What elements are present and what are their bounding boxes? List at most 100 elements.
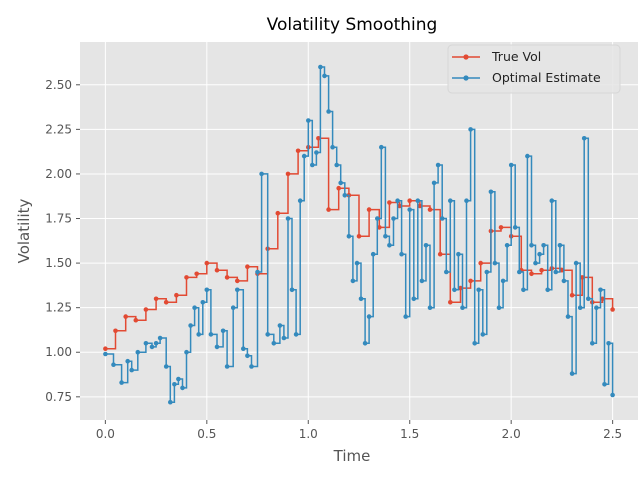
y-tick-label: 1.00 [45, 345, 72, 359]
data-point-optimal-estimate [525, 153, 530, 159]
data-point-optimal-estimate [224, 364, 230, 369]
x-tick-label: 0.5 [197, 427, 216, 441]
y-tick-label: 1.50 [45, 256, 72, 270]
data-point-true-vol [417, 203, 423, 209]
data-point-optimal-estimate [306, 118, 311, 123]
data-point-true-vol [600, 296, 605, 302]
data-point-optimal-estimate [184, 349, 189, 355]
data-point-optimal-estimate [533, 260, 538, 266]
data-point-true-vol [377, 225, 382, 230]
y-tick-label: 1.25 [45, 301, 72, 315]
data-point-optimal-estimate [172, 382, 177, 387]
data-point-optimal-estimate [350, 278, 356, 284]
data-point-optimal-estimate [484, 269, 490, 275]
data-point-optimal-estimate [259, 171, 264, 177]
data-point-optimal-estimate [521, 287, 526, 293]
data-point-optimal-estimate [157, 335, 163, 341]
data-point-optimal-estimate [439, 216, 445, 221]
data-point-true-vol [559, 267, 565, 273]
data-point-optimal-estimate [476, 287, 482, 293]
data-point-optimal-estimate [395, 198, 400, 203]
data-point-optimal-estimate [103, 351, 108, 357]
data-point-optimal-estimate [435, 162, 441, 168]
data-point-true-vol [133, 317, 139, 323]
data-point-optimal-estimate [301, 153, 307, 159]
data-point-optimal-estimate [338, 180, 344, 186]
data-point-optimal-estimate [545, 287, 550, 293]
data-point-optimal-estimate [594, 305, 599, 311]
x-axis-ticks: 0.0 0.5 1.0 1.5 2.0 2.5 [96, 420, 622, 441]
data-point-optimal-estimate [606, 341, 611, 346]
data-point-optimal-estimate [407, 207, 413, 212]
data-point-optimal-estimate [383, 234, 388, 239]
data-point-optimal-estimate [230, 305, 236, 311]
y-tick-label: 2.00 [45, 167, 72, 181]
x-tick-label: 1.5 [400, 427, 419, 441]
data-point-optimal-estimate [289, 287, 295, 293]
data-point-optimal-estimate [415, 198, 421, 203]
y-tick-label: 2.50 [45, 78, 72, 92]
data-point-optimal-estimate [456, 251, 461, 257]
data-point-optimal-estimate [468, 127, 473, 132]
data-point-true-vol [539, 267, 544, 273]
data-point-optimal-estimate [375, 216, 380, 221]
x-tick-label: 1.0 [299, 427, 318, 441]
data-point-optimal-estimate [362, 341, 368, 346]
data-point-true-vol [579, 275, 585, 280]
data-point-optimal-estimate [125, 358, 130, 364]
data-point-optimal-estimate [318, 64, 323, 70]
data-point-true-vol [326, 207, 331, 212]
data-point-true-vol [153, 296, 159, 302]
series-optimal-estimate [103, 64, 615, 405]
data-point-optimal-estimate [196, 332, 201, 337]
data-point-optimal-estimate [557, 243, 563, 248]
data-point-optimal-estimate [565, 314, 571, 319]
data-point-optimal-estimate [255, 269, 260, 275]
data-point-optimal-estimate [610, 392, 615, 398]
data-point-optimal-estimate [241, 346, 246, 352]
data-point-true-vol [245, 264, 250, 270]
data-point-optimal-estimate [581, 136, 587, 141]
data-point-true-vol [448, 300, 453, 305]
data-point-true-vol [610, 307, 615, 312]
data-point-optimal-estimate [452, 287, 457, 293]
data-point-optimal-estimate [387, 243, 392, 248]
chart-title: Volatility Smoothing [267, 15, 438, 35]
data-point-optimal-estimate [569, 371, 575, 376]
data-point-optimal-estimate [500, 278, 506, 284]
data-point-optimal-estimate [391, 216, 396, 221]
data-point-optimal-estimate [464, 198, 469, 203]
data-point-true-vol [103, 346, 108, 352]
data-point-optimal-estimate [590, 341, 595, 346]
data-point-optimal-estimate [573, 260, 579, 266]
data-point-optimal-estimate [537, 251, 542, 257]
data-point-true-vol [214, 267, 220, 273]
data-point-optimal-estimate [135, 349, 141, 355]
data-point-optimal-estimate [598, 287, 603, 293]
data-point-optimal-estimate [310, 162, 315, 168]
data-point-optimal-estimate [293, 332, 299, 337]
data-point-optimal-estimate [602, 382, 607, 387]
data-point-optimal-estimate [330, 144, 335, 150]
data-point-true-vol [569, 292, 575, 298]
y-tick-label: 0.75 [45, 390, 72, 404]
data-point-optimal-estimate [188, 323, 193, 328]
data-point-optimal-estimate [460, 305, 465, 311]
data-point-true-vol [194, 271, 199, 277]
y-axis-label: Volatility [15, 198, 33, 263]
data-point-optimal-estimate [370, 251, 376, 257]
series-true-vol [103, 136, 615, 352]
data-point-optimal-estimate [472, 341, 478, 346]
data-point-optimal-estimate [342, 193, 348, 198]
data-point-optimal-estimate [163, 364, 169, 369]
legend-box [447, 44, 621, 94]
data-point-optimal-estimate [314, 150, 319, 155]
data-point-optimal-estimate [366, 314, 372, 319]
data-point-optimal-estimate [504, 243, 510, 248]
data-point-optimal-estimate [423, 243, 429, 248]
data-point-true-vol [478, 260, 484, 266]
data-point-optimal-estimate [119, 380, 124, 385]
data-point-true-vol [174, 292, 179, 298]
data-point-optimal-estimate [176, 376, 181, 382]
data-point-true-vol [295, 148, 301, 154]
